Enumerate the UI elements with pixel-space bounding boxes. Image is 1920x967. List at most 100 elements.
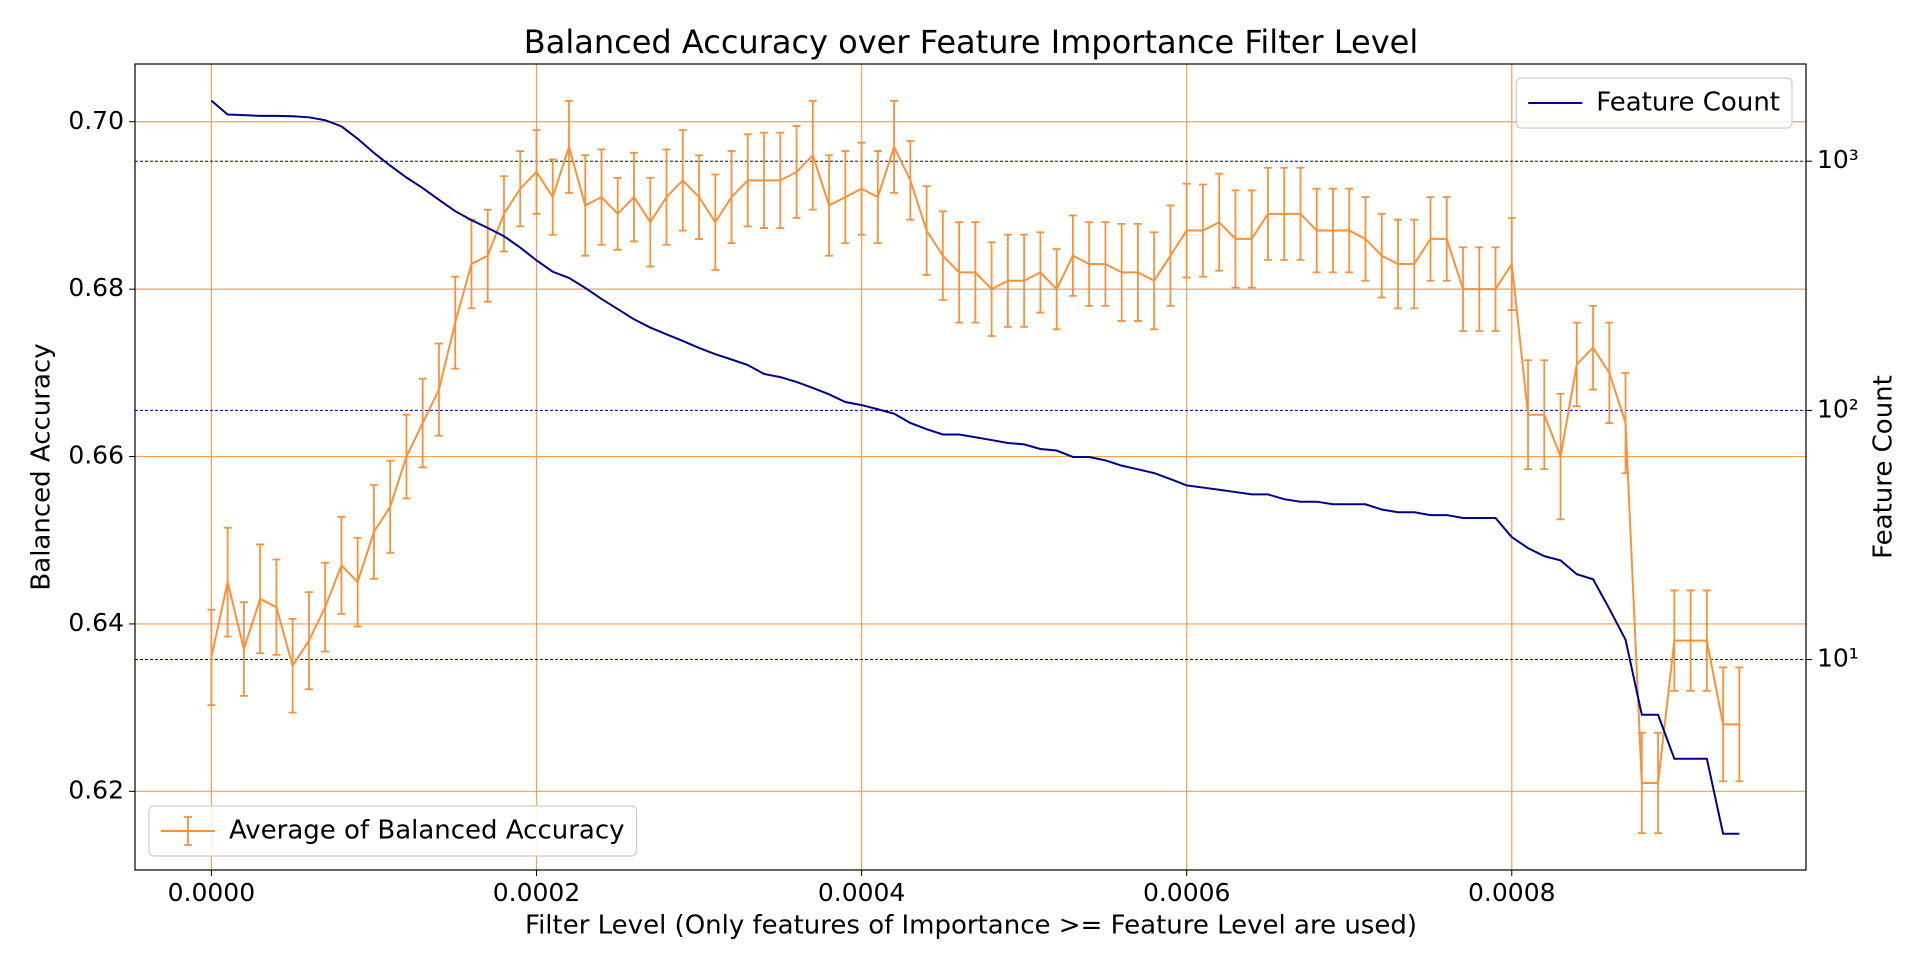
error-bar (1198, 183, 1207, 278)
error-bar (1085, 221, 1094, 307)
error-bar-line (1280, 166, 1289, 261)
error-bar-line (1605, 321, 1614, 424)
y-tick-label: 0.62 (68, 775, 124, 804)
error-bar-line (857, 141, 866, 236)
x-tick-label: 0.0008 (1468, 878, 1555, 907)
error-bar (938, 210, 947, 301)
error-bar-line (1215, 172, 1224, 272)
error-bar (808, 99, 817, 211)
y-tick-label: 0.64 (68, 608, 124, 637)
error-bar (1133, 222, 1142, 322)
x-tick-label: 0.0006 (1143, 878, 1230, 907)
error-bar (272, 558, 281, 656)
error-bar (1247, 189, 1256, 289)
error-bar-line (760, 131, 769, 229)
error-bar (1296, 166, 1305, 261)
error-bar-line (386, 459, 395, 554)
error-bar-line (1182, 182, 1191, 279)
error-bar-line (873, 150, 882, 245)
error-bar (1280, 166, 1289, 261)
legend-swatch-error (184, 816, 192, 846)
error-bar-line (711, 173, 720, 271)
error-bar (1166, 204, 1175, 307)
error-bar (1394, 218, 1402, 310)
error-bar-line (1719, 666, 1728, 783)
y-tick-label: 0.68 (68, 273, 124, 302)
error-bar-line (207, 608, 216, 707)
error-bar (630, 151, 639, 243)
error-bar (223, 526, 232, 638)
error-bar-line (630, 151, 639, 243)
error-bar (1263, 166, 1272, 261)
error-bar-line (1247, 189, 1256, 289)
error-bar (207, 608, 216, 707)
error-bar-line (434, 342, 443, 437)
error-bar-line (1345, 187, 1354, 274)
error-bar (711, 173, 720, 271)
error-bar-line (516, 150, 525, 228)
error-bar-line (825, 154, 834, 257)
error-bar (386, 459, 395, 554)
error-bar (1702, 589, 1711, 692)
error-bar-line (337, 515, 346, 615)
error-bar-line (1491, 246, 1500, 332)
error-bar (532, 129, 541, 215)
error-bar-line (353, 536, 362, 628)
error-bar (353, 536, 362, 628)
error-bar-line (1654, 731, 1663, 835)
error-bar-line (1085, 221, 1094, 307)
error-bar-line (1589, 304, 1598, 391)
error-bar-line (581, 154, 590, 257)
error-bar-line (792, 125, 801, 219)
error-bar-line (369, 484, 378, 580)
error-bar-line (1572, 321, 1581, 408)
error-bar-line (1052, 248, 1061, 331)
error-bar (1589, 304, 1598, 391)
error-bar (1426, 196, 1435, 282)
error-bar (1637, 731, 1646, 835)
grid (135, 64, 1806, 870)
error-bar (1361, 196, 1370, 282)
chart-title: Balanced Accuracy over Feature Importanc… (524, 23, 1418, 61)
error-bar-line (1426, 196, 1435, 282)
error-bar (906, 140, 915, 221)
error-bar (1442, 196, 1451, 282)
error-bar (467, 218, 476, 310)
error-bar (857, 141, 866, 236)
legend: Feature Count (1515, 77, 1793, 129)
error-bar (239, 601, 248, 697)
error-bar (565, 99, 574, 194)
error-bar (1491, 246, 1500, 332)
error-bar (1215, 172, 1224, 272)
error-bar-line (1670, 589, 1679, 692)
error-bar (1328, 187, 1337, 274)
error-bar (402, 413, 411, 500)
error-bar-line (1198, 183, 1207, 278)
error-bar (369, 484, 378, 580)
error-bar (483, 208, 492, 303)
error-bar-line (841, 150, 850, 245)
error-bar-line (272, 558, 281, 656)
error-bar (1068, 214, 1077, 297)
legend-label: Feature Count (1596, 88, 1780, 118)
error-bar (499, 175, 508, 253)
error-bar-line (906, 140, 915, 221)
error-bar-line (1036, 231, 1045, 314)
error-bar-line (1475, 246, 1484, 332)
y2-tick-label: 10¹ (1817, 644, 1859, 673)
error-bar-line (646, 176, 655, 268)
error-bar-line (1524, 359, 1533, 470)
error-bar (1556, 392, 1565, 521)
error-bar-line (1459, 246, 1468, 332)
error-bar (1735, 666, 1744, 783)
error-bar-line (727, 150, 736, 245)
error-bar (825, 154, 834, 257)
error-bar-line (1312, 187, 1321, 274)
error-bar (1605, 321, 1614, 424)
error-bar (1621, 371, 1630, 475)
error-bar (1475, 246, 1484, 332)
error-bar-line (1231, 189, 1240, 289)
error-bar (971, 221, 980, 324)
error-bar-line (695, 154, 704, 240)
error-bar (646, 176, 655, 268)
